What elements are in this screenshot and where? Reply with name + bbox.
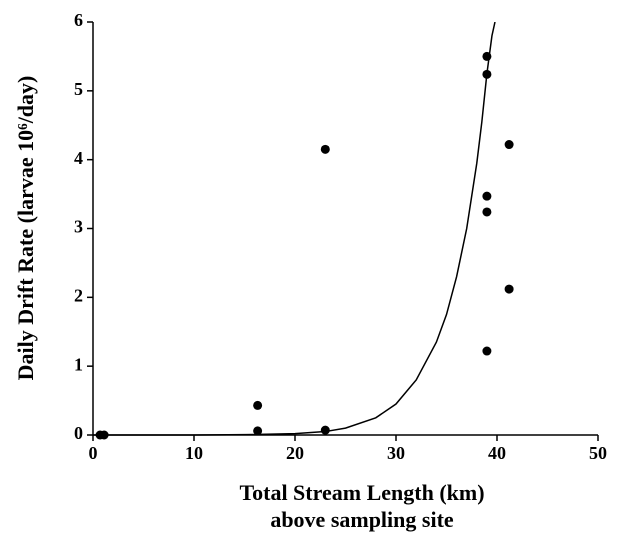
- y-axis-label: Daily Drift Rate (larvae 10⁶/day): [13, 76, 38, 381]
- point: [253, 400, 263, 410]
- x-tick-label: 0: [89, 443, 98, 463]
- point: [320, 144, 330, 154]
- y-tick-label: 0: [74, 423, 83, 443]
- x-tick-label: 40: [488, 443, 506, 463]
- x-axis-label: above sampling site: [270, 507, 454, 532]
- y-tick-label: 5: [74, 79, 83, 99]
- point: [482, 207, 492, 217]
- x-tick-label: 20: [286, 443, 304, 463]
- y-tick-label: 6: [74, 10, 83, 30]
- x-axis-label: Total Stream Length (km): [239, 480, 484, 505]
- point: [482, 346, 492, 356]
- y-tick-label: 4: [74, 148, 83, 168]
- point: [504, 284, 514, 294]
- y-tick-label: 3: [74, 217, 83, 237]
- x-tick-label: 30: [387, 443, 405, 463]
- y-tick-label: 1: [74, 354, 83, 374]
- point: [482, 191, 492, 201]
- point: [320, 425, 330, 435]
- fit-curve: [93, 22, 496, 436]
- x-tick-label: 50: [589, 443, 607, 463]
- x-tick-label: 10: [185, 443, 203, 463]
- y-tick-label: 2: [74, 285, 83, 305]
- point: [253, 426, 263, 436]
- point: [504, 140, 514, 150]
